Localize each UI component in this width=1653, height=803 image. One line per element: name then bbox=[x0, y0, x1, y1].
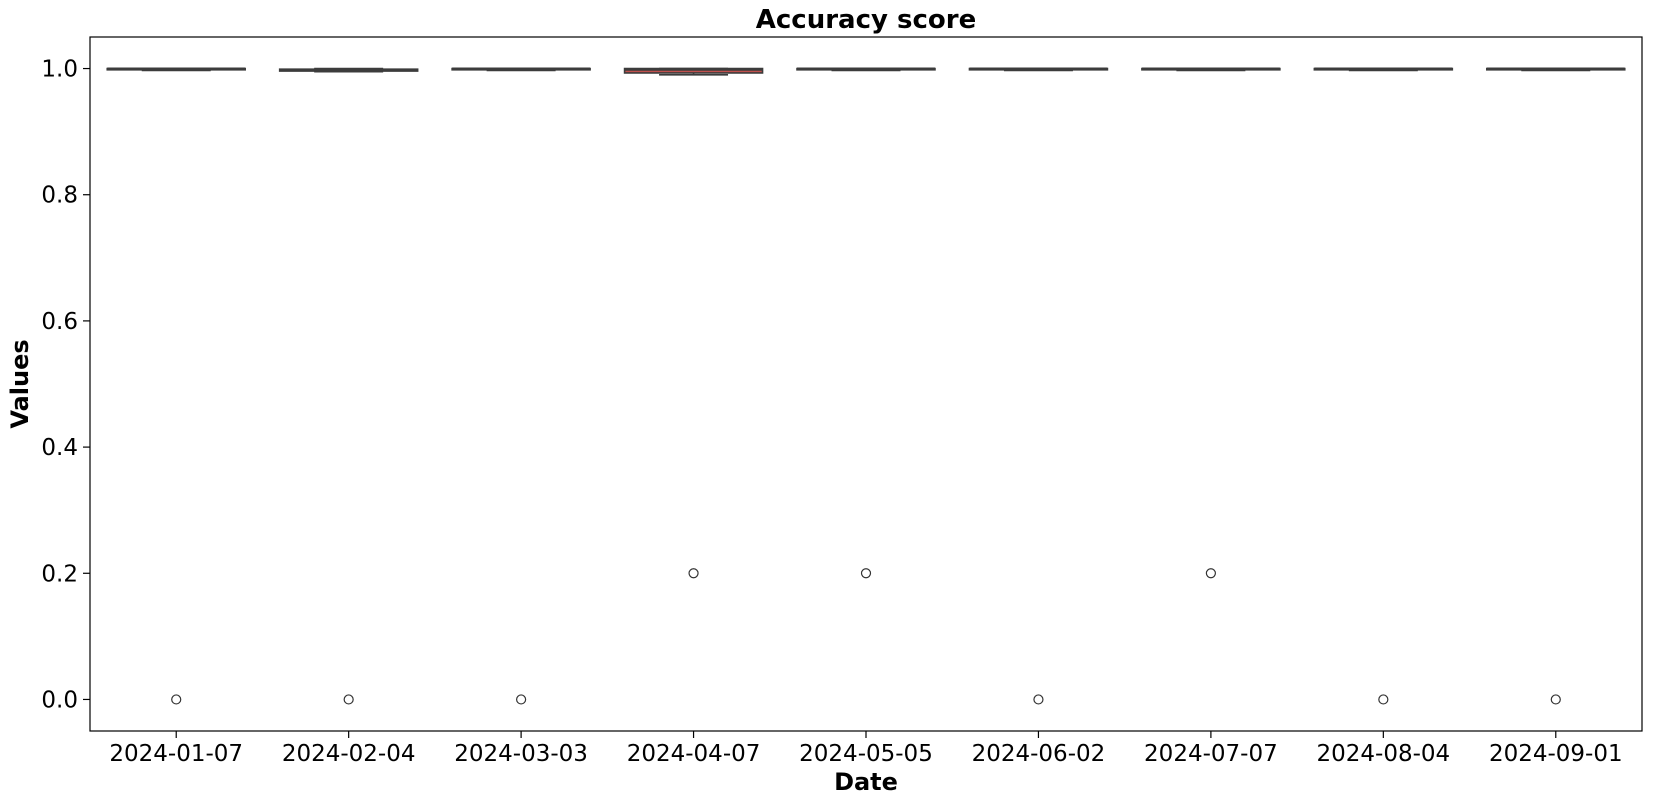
outlier-point bbox=[1550, 694, 1561, 705]
outlier-point bbox=[1378, 694, 1389, 705]
box-2024-05-05 bbox=[796, 67, 936, 579]
x-tick-label: 2024-09-01 bbox=[1489, 741, 1623, 767]
outlier-point bbox=[1033, 694, 1044, 705]
y-tick-label: 1.0 bbox=[41, 57, 78, 83]
box-series bbox=[106, 67, 1626, 705]
box-2024-07-07 bbox=[1141, 67, 1281, 579]
y-tick-label: 0.2 bbox=[41, 561, 78, 587]
y-tick-label: 0.6 bbox=[41, 309, 78, 335]
x-tick-label: 2024-07-07 bbox=[1144, 741, 1278, 767]
box-2024-09-01 bbox=[1486, 67, 1626, 705]
chart-title: Accuracy score bbox=[756, 5, 976, 35]
box-2024-06-02 bbox=[968, 67, 1109, 705]
outlier-point bbox=[171, 694, 182, 705]
x-tick-label: 2024-02-04 bbox=[282, 741, 416, 767]
x-axis: 2024-01-07 2024-02-04 2024-03-03 2024-04-07… bbox=[109, 731, 1623, 767]
box-2024-04-07 bbox=[623, 67, 764, 579]
x-tick-label: 2024-06-02 bbox=[972, 741, 1106, 767]
y-tick-label: 0.8 bbox=[41, 183, 78, 209]
y-tick-label: 0.0 bbox=[41, 687, 78, 713]
outlier-point bbox=[688, 568, 699, 579]
x-tick-label: 2024-01-07 bbox=[109, 741, 243, 767]
box-2024-02-04 bbox=[278, 67, 419, 705]
box-2024-03-03 bbox=[451, 67, 591, 705]
outlier-point bbox=[860, 568, 872, 579]
outlier-point bbox=[343, 694, 354, 705]
x-tick-label: 2024-04-07 bbox=[627, 741, 761, 767]
y-axis: 0.0 0.2 0.4 0.6 0.8 1.0 bbox=[41, 57, 90, 713]
x-tick-label: 2024-03-03 bbox=[454, 741, 588, 767]
x-tick-label: 2024-08-04 bbox=[1316, 741, 1450, 767]
x-axis-label: Date bbox=[834, 768, 898, 796]
box-2024-08-04 bbox=[1313, 67, 1454, 705]
x-tick-label: 2024-05-05 bbox=[799, 741, 933, 767]
y-axis-label: Values bbox=[6, 339, 34, 428]
plot-frame bbox=[89, 36, 1643, 732]
outlier-point bbox=[1205, 568, 1216, 579]
y-tick-label: 0.4 bbox=[41, 435, 78, 461]
box-2024-01-07 bbox=[106, 67, 246, 705]
outlier-point bbox=[516, 694, 527, 705]
